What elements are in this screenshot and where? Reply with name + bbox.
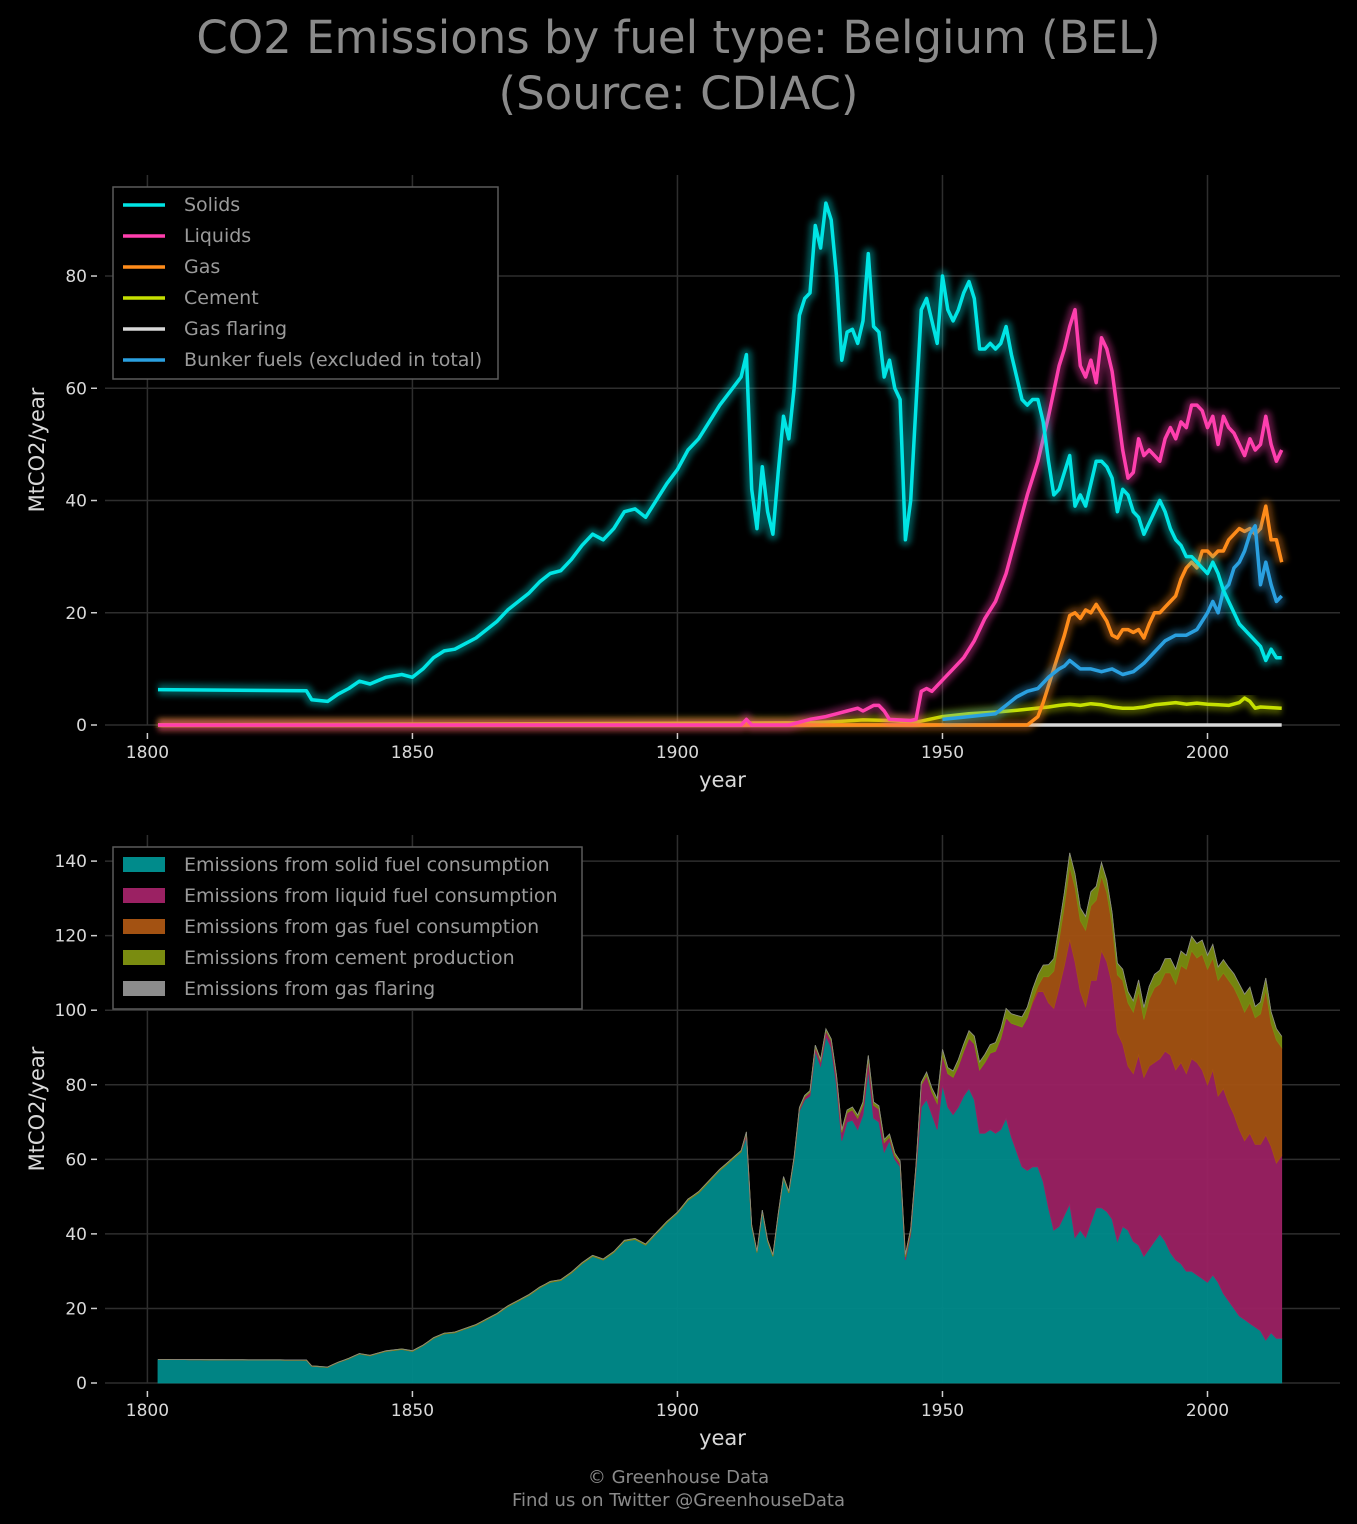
footer-twitter: Find us on Twitter @GreenhouseData [511, 1490, 846, 1511]
footer: © Greenhouse Data Find us on Twitter @Gr… [0, 1466, 1357, 1512]
stacked-areas [157, 852, 1283, 1384]
x-axis-label: year [699, 768, 746, 792]
series-gas [158, 500, 1288, 731]
series-line-gas [158, 504, 1284, 727]
y-tick-label: 100 [55, 1001, 87, 1021]
y-tick-label: 40 [65, 492, 87, 512]
legend-swatch-emissions-from-cement-production [123, 950, 165, 965]
legend-swatch-emissions-from-liquid-fuel-consumption [123, 888, 165, 903]
x-tick-label: 1900 [656, 743, 699, 763]
stacked-area-chart: 1800 1850 1900 1950 2000 0 20 40 60 80 100 120 140 ye… [25, 835, 1340, 1450]
legend: Emissions from solid fuel consumption Emi… [112, 846, 583, 1010]
axes: 1800 1850 1900 1950 2000 0 20 40 60 80 year MtCO2/y… [25, 175, 1340, 792]
legend-entry-solids: Solids [184, 194, 240, 216]
line-chart: 1800 1850 1900 1950 2000 0 20 40 60 80 year MtCO2/y… [25, 175, 1340, 792]
series-line-solids [157, 201, 1282, 704]
x-tick-label: 1850 [391, 743, 434, 763]
y-tick-label: 0 [76, 716, 87, 736]
legend-entry-emissions-from-solid-fuel-consumption: Emissions from solid fuel consumption [184, 854, 550, 876]
legend-entry-liquids: Liquids [184, 225, 251, 247]
legend-entry-cement: Cement [184, 287, 259, 309]
legend-entry-emissions-from-liquid-fuel-consumption: Emissions from liquid fuel consumption [184, 885, 558, 907]
y-tick-label: 60 [65, 1150, 87, 1170]
legend-entry-emissions-from-cement-production: Emissions from cement production [184, 947, 515, 969]
series-line-cement [157, 696, 1282, 727]
y-tick-label: 40 [65, 1225, 87, 1245]
x-tick-label: 1950 [921, 743, 964, 763]
y-tick-label: 80 [65, 1076, 87, 1096]
x-tick-label: 1900 [656, 1401, 699, 1421]
legend-entry-bunker-fuels-excluded-in-total: Bunker fuels (excluded in total) [184, 349, 482, 371]
y-tick-label: 0 [76, 1374, 87, 1394]
x-tick-label: 2000 [1186, 1401, 1229, 1421]
legend-entry-gas-flaring: Gas flaring [184, 318, 287, 340]
legend-entry-emissions-from-gas-flaring: Emissions from gas flaring [184, 978, 435, 1000]
y-axis-label: MtCO2/year [25, 1046, 49, 1171]
series-bunker-fuels-excluded-in-total [941, 519, 1287, 726]
series-cement [157, 692, 1283, 731]
title-line-1: CO2 Emissions by fuel type: Belgium (BEL… [196, 11, 1161, 64]
y-tick-label: 80 [65, 267, 87, 287]
legend-entry-emissions-from-gas-fuel-consumption: Emissions from gas fuel consumption [184, 916, 539, 938]
legend-entry-gas: Gas [184, 256, 220, 278]
series-line-liquids [158, 307, 1284, 727]
legend-frame [112, 186, 499, 380]
legend: Solids Liquids Gas Cement Gas flaring Bunker … [112, 186, 499, 380]
legend-swatch-emissions-from-solid-fuel-consumption [123, 857, 165, 872]
series-liquids [158, 303, 1288, 731]
legend-frame [112, 846, 583, 1010]
x-tick-label: 1950 [921, 1401, 964, 1421]
series-line-bunker-fuels-excluded-in-total [942, 524, 1283, 722]
x-tick-label: 1850 [391, 1401, 434, 1421]
title-line-2: (Source: CDIAC) [498, 67, 859, 120]
x-tick-label: 1800 [126, 743, 169, 763]
chart-title: CO2 Emissions by fuel type: Belgium (BEL… [0, 10, 1357, 122]
y-tick-label: 140 [55, 852, 87, 872]
series-solids [157, 197, 1283, 708]
x-tick-label: 2000 [1186, 743, 1229, 763]
y-tick-label: 120 [55, 927, 87, 947]
x-tick-label: 1800 [126, 1401, 169, 1421]
footer-credit: © Greenhouse Data [587, 1467, 770, 1488]
legend-swatch-emissions-from-gas-fuel-consumption [123, 919, 165, 934]
y-tick-label: 20 [65, 1299, 87, 1319]
y-tick-label: 20 [65, 604, 87, 624]
legend-swatch-emissions-from-gas-flaring [123, 981, 165, 996]
x-axis-label: year [699, 1426, 746, 1450]
y-axis-label: MtCO2/year [25, 387, 49, 512]
series-glow-gas [158, 500, 1288, 731]
y-tick-label: 60 [65, 379, 87, 399]
